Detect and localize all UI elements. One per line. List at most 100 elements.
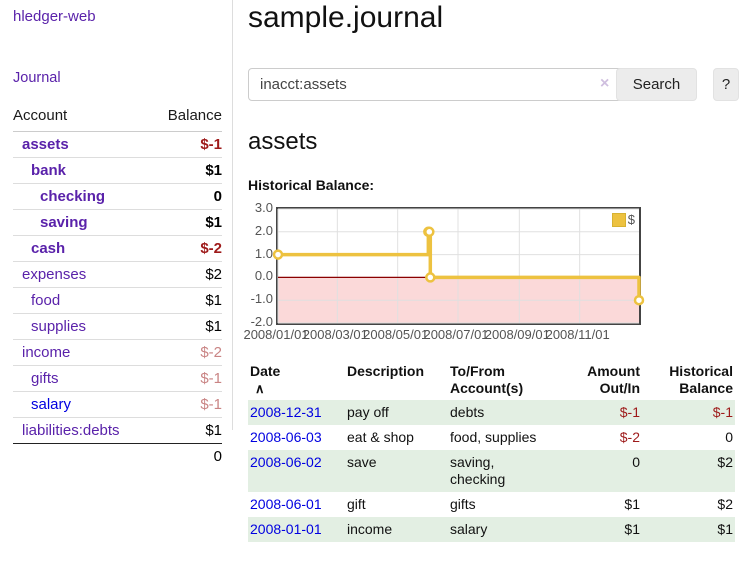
account-row: bank $1 <box>13 157 222 184</box>
help-button[interactable]: ? <box>713 68 739 101</box>
transaction-date-link[interactable]: 2008-12-31 <box>250 404 322 420</box>
account-link[interactable]: assets <box>22 136 69 153</box>
legend-swatch-icon <box>611 212 626 227</box>
account-balance: $1 <box>151 417 222 444</box>
account-link[interactable]: cash <box>31 240 66 257</box>
transaction-description: eat & shop <box>347 429 414 445</box>
account-link[interactable]: expenses <box>22 266 87 283</box>
account-balance: $2 <box>151 261 222 288</box>
account-balance: $-1 <box>151 365 222 392</box>
transaction-row: 2008-01-01 income salary $1 $1 <box>248 517 735 542</box>
transaction-amount: $1 <box>624 521 640 537</box>
transaction-description: pay off <box>347 404 389 420</box>
transaction-row: 2008-06-02 save saving, checking 0 $2 <box>248 450 735 492</box>
accounts-total-balance: 0 <box>151 443 222 469</box>
account-balance: $1 <box>151 313 222 340</box>
app-brand-link[interactable]: hledger-web <box>13 8 96 25</box>
chart-title: Historical Balance: <box>248 177 375 193</box>
accounts-header-balance: Balance <box>151 103 222 132</box>
column-header-amount: Amount Out/In <box>587 363 640 396</box>
accounts-total-row: 0 <box>13 443 222 469</box>
account-heading: assets <box>248 128 318 155</box>
transaction-amount: $1 <box>624 496 640 512</box>
transaction-balance: $2 <box>717 496 733 512</box>
sidebar: hledger-web Journal Account Balance asse… <box>0 0 232 582</box>
y-axis-tick-label: 2.0 <box>254 222 273 238</box>
account-balance: $-1 <box>151 391 222 418</box>
page-title: sample.journal <box>248 1 444 34</box>
account-balance: $1 <box>151 287 222 314</box>
account-link[interactable]: bank <box>31 162 67 179</box>
transaction-description: save <box>347 454 377 470</box>
account-row: gifts $-1 <box>13 365 222 392</box>
clear-search-icon[interactable]: × <box>600 75 610 92</box>
account-link[interactable]: food <box>31 292 61 309</box>
transaction-row: 2008-12-31 pay off debts $-1 $-1 <box>248 400 735 425</box>
transaction-balance: $1 <box>717 521 733 537</box>
account-balance: $1 <box>151 157 222 184</box>
account-link[interactable]: liabilities:debts <box>22 422 120 439</box>
x-axis-tick-label: 2008/09/01 <box>484 327 550 342</box>
account-balance: $-2 <box>151 339 222 366</box>
transaction-date-link[interactable]: 2008-06-02 <box>250 454 322 470</box>
account-link[interactable]: checking <box>40 188 106 205</box>
transaction-balance: 0 <box>725 429 733 445</box>
y-axis-tick-label: -2.0 <box>250 314 273 329</box>
sidebar-divider <box>232 0 233 430</box>
x-axis-tick-label: 2008/05/01 <box>363 327 429 342</box>
accounts-table-header: Account Balance <box>13 103 222 132</box>
y-axis-tick-label: 1.0 <box>254 245 273 261</box>
transaction-accounts: gifts <box>450 496 476 512</box>
chart-legend: $ <box>611 212 635 227</box>
account-link[interactable]: salary <box>31 396 72 413</box>
x-axis-tick-label: 2008/07/01 <box>423 327 489 342</box>
column-header-date[interactable]: Date ∧ <box>248 360 345 400</box>
transaction-date-link[interactable]: 2008-06-01 <box>250 496 322 512</box>
account-link[interactable]: income <box>22 344 71 361</box>
account-row: assets $-1 <box>13 132 222 158</box>
transactions-table-header: Date ∧ Description To/From Account(s) Amount O… <box>248 360 735 400</box>
sort-ascending-icon: ∧ <box>255 381 265 396</box>
account-balance: $-1 <box>200 136 222 153</box>
transaction-date-link[interactable]: 2008-06-03 <box>250 429 322 445</box>
account-link[interactable]: supplies <box>31 318 87 335</box>
transaction-amount: 0 <box>632 454 640 470</box>
account-row: checking 0 <box>13 183 222 210</box>
account-row: cash $-2 <box>13 235 222 262</box>
transaction-description: income <box>347 521 393 537</box>
account-link[interactable]: gifts <box>31 370 59 387</box>
transaction-amount: $-1 <box>619 404 640 420</box>
y-axis-tick-label: -1.0 <box>250 291 273 307</box>
column-header-historical: Historical Balance <box>669 363 733 396</box>
account-link[interactable]: saving <box>40 214 88 231</box>
transaction-accounts: saving, checking <box>450 454 506 487</box>
account-row: supplies $1 <box>13 313 222 340</box>
account-row: food $1 <box>13 287 222 314</box>
accounts-header-account: Account <box>13 103 152 132</box>
transaction-accounts: food, supplies <box>450 429 537 445</box>
historical-balance-chart: $ -2.0 -1.0 0.0 1.0 2.0 3.0 2008/01/01 2008/03/… <box>243 200 737 350</box>
account-row: salary $-1 <box>13 391 222 418</box>
account-row: income $-2 <box>13 339 222 366</box>
search-button[interactable]: Search <box>616 68 697 101</box>
transaction-description: gift <box>347 496 366 512</box>
transaction-row: 2008-06-01 gift gifts $1 $2 <box>248 492 735 517</box>
y-axis-tick-label: 0.0 <box>254 268 273 284</box>
chart-plot-area: $ <box>272 207 645 325</box>
search-form: × Search ? <box>248 68 739 102</box>
legend-label: $ <box>627 212 635 227</box>
transaction-row: 2008-06-03 eat & shop food, supplies $-2… <box>248 425 735 450</box>
transaction-date-link[interactable]: 2008-01-01 <box>250 521 322 537</box>
transaction-accounts: debts <box>450 404 485 420</box>
column-header-tofrom: To/From Account(s) <box>450 363 524 396</box>
sidebar-item-journal[interactable]: Journal <box>13 70 61 86</box>
x-axis-tick-label: 2008/01/01 <box>243 327 309 342</box>
main-content: sample.journal × Search ? assets Histori… <box>243 0 739 582</box>
transactions-table: Date ∧ Description To/From Account(s) Amount O… <box>248 360 735 542</box>
x-axis-tick-label: 2008/03/01 <box>302 327 368 342</box>
y-axis-tick-label: 3.0 <box>254 200 273 215</box>
account-row: liabilities:debts $1 <box>13 417 222 444</box>
account-row: expenses $2 <box>13 261 222 288</box>
search-input[interactable] <box>248 68 629 101</box>
